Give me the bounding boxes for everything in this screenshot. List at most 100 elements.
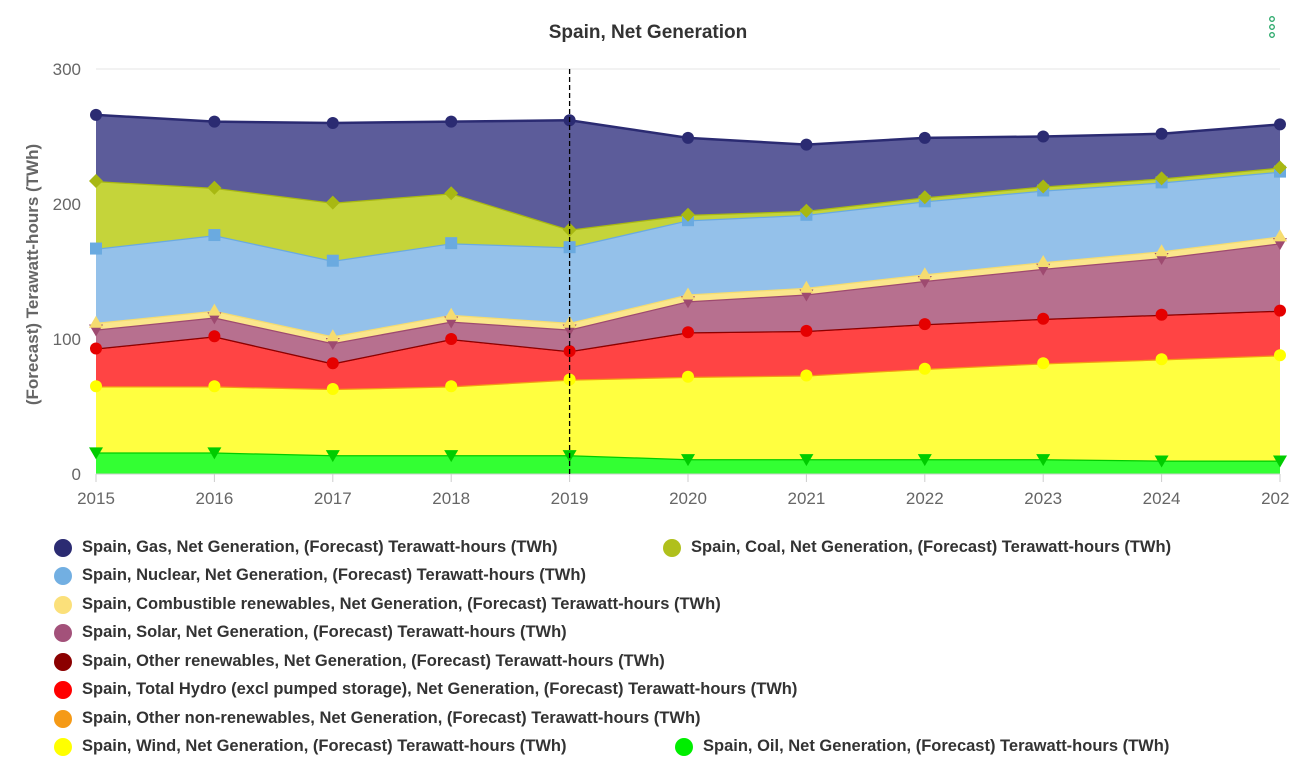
- point-oil: [1154, 455, 1169, 468]
- legend-item-combustible-renewables[interactable]: Spain, Combustible renewables, Net Gener…: [54, 595, 721, 614]
- legend-wind-icon: [54, 737, 72, 756]
- point-coal: [917, 190, 932, 205]
- point-oil: [681, 454, 695, 467]
- point-coal: [1154, 171, 1169, 186]
- point-wind: [1155, 353, 1168, 366]
- point-gas: [1037, 130, 1050, 143]
- legend-item-other-non-renewables[interactable]: Spain, Other non-renewables, Net Generat…: [54, 709, 701, 728]
- area-wind: [96, 355, 1280, 461]
- point-combustible-renewables: [444, 307, 459, 320]
- legend-item-gas[interactable]: Spain, Gas, Net Generation, (Forecast) T…: [54, 538, 558, 557]
- legend-label: Spain, Solar, Net Generation, (Forecast)…: [82, 623, 567, 641]
- legend-gas-icon: [54, 538, 72, 557]
- legend-label: Spain, Combustible renewables, Net Gener…: [82, 595, 721, 613]
- legend-label: Spain, Coal, Net Generation, (Forecast) …: [691, 538, 1172, 556]
- area-total-hydro-excl-pumped-storage: [96, 310, 1280, 389]
- legend-total-hydro-icon: [54, 680, 72, 699]
- legend-item-oil[interactable]: Spain, Oil, Net Generation, (Forecast) T…: [675, 737, 1169, 756]
- point-gas: [1274, 118, 1286, 131]
- x-tick-label: 2020: [669, 489, 707, 508]
- point-combustible-renewables: [207, 303, 222, 316]
- area-coal: [96, 167, 1280, 261]
- point-wind: [445, 380, 458, 393]
- legend-other-non-renewables-icon: [54, 709, 72, 728]
- point-total-hydro-excl-pumped-storage: [1037, 312, 1050, 325]
- point-wind: [90, 380, 102, 393]
- point-coal: [207, 180, 222, 195]
- point-total-hydro-excl-pumped-storage: [918, 318, 931, 331]
- legend-item-total-hydro[interactable]: Spain, Total Hydro (excl pumped storage)…: [54, 680, 797, 699]
- x-tick-label: 2024: [1143, 489, 1181, 508]
- legend-item-coal[interactable]: Spain, Coal, Net Generation, (Forecast) …: [663, 538, 1171, 557]
- area-nuclear: [96, 171, 1280, 337]
- point-total-hydro-excl-pumped-storage: [800, 324, 813, 337]
- point-oil: [89, 447, 103, 460]
- point-combustible-renewables: [1273, 229, 1287, 242]
- point-total-hydro-excl-pumped-storage: [326, 357, 339, 370]
- legend-label: Spain, Wind, Net Generation, (Forecast) …: [82, 737, 567, 755]
- legend-item-solar[interactable]: Spain, Solar, Net Generation, (Forecast)…: [54, 623, 567, 642]
- legend-label: Spain, Other non-renewables, Net Generat…: [82, 709, 701, 727]
- legend-label: Spain, Gas, Net Generation, (Forecast) T…: [82, 538, 558, 556]
- chart-plot-area: 0 100 200 300 (Forecast) Terawatt-hours (TWh…: [23, 60, 1290, 508]
- legend-label: Spain, Nuclear, Net Generation, (Forecas…: [82, 566, 586, 584]
- point-gas: [208, 115, 221, 128]
- point-oil: [1036, 454, 1051, 467]
- point-wind: [918, 362, 931, 375]
- point-wind: [1274, 349, 1286, 362]
- x-tick-label: 2018: [432, 489, 470, 508]
- point-wind: [563, 373, 576, 386]
- point-gas: [918, 131, 931, 144]
- point-oil: [799, 454, 814, 467]
- y-tick-label: 0: [72, 465, 81, 484]
- point-wind: [800, 369, 813, 382]
- point-gas: [326, 117, 339, 129]
- legend-coal-icon: [663, 538, 681, 557]
- x-tick-label: 2022: [906, 489, 944, 508]
- point-combustible-renewables: [89, 315, 103, 328]
- point-oil: [917, 454, 932, 467]
- point-coal: [325, 195, 340, 210]
- point-nuclear: [445, 237, 458, 250]
- point-nuclear: [90, 242, 102, 255]
- point-total-hydro-excl-pumped-storage: [1155, 308, 1168, 321]
- legend-oil-icon: [675, 737, 693, 756]
- point-combustible-renewables: [799, 280, 814, 293]
- point-combustible-renewables: [325, 329, 340, 342]
- point-gas: [1155, 127, 1168, 140]
- x-tick-label: 2025: [1261, 489, 1290, 508]
- point-combustible-renewables: [917, 267, 932, 280]
- y-tick-label: 100: [53, 330, 81, 349]
- point-gas: [90, 108, 102, 121]
- legend-label: Spain, Oil, Net Generation, (Forecast) T…: [703, 737, 1170, 755]
- point-total-hydro-excl-pumped-storage: [90, 342, 102, 355]
- point-wind: [326, 382, 339, 395]
- point-coal: [1273, 160, 1287, 175]
- point-wind: [1037, 357, 1050, 370]
- legend-solar-icon: [54, 623, 72, 642]
- legend-item-nuclear[interactable]: Spain, Nuclear, Net Generation, (Forecas…: [54, 566, 586, 585]
- legend-item-wind[interactable]: Spain, Wind, Net Generation, (Forecast) …: [54, 737, 567, 756]
- point-gas: [445, 115, 458, 128]
- point-coal: [1036, 179, 1051, 194]
- point-oil: [325, 450, 340, 463]
- point-wind: [208, 380, 221, 393]
- y-tick-label: 200: [53, 195, 81, 214]
- area-gas: [96, 114, 1280, 230]
- x-tick-label: 2019: [551, 489, 589, 508]
- point-coal: [681, 207, 695, 222]
- point-combustible-renewables: [1154, 244, 1169, 257]
- point-gas: [800, 138, 813, 151]
- point-nuclear: [208, 229, 221, 242]
- point-oil: [1273, 455, 1287, 468]
- y-axis-title: (Forecast) Terawatt-hours (TWh): [23, 144, 42, 405]
- legend-label: Spain, Total Hydro (excl pumped storage)…: [82, 680, 798, 698]
- legend-item-other-renewables[interactable]: Spain, Other renewables, Net Generation,…: [54, 652, 665, 671]
- point-wind: [682, 370, 694, 383]
- y-tick-label: 300: [53, 60, 81, 79]
- x-tick-label: 2017: [314, 489, 352, 508]
- point-total-hydro-excl-pumped-storage: [682, 326, 694, 339]
- point-coal: [444, 186, 459, 201]
- context-menu-icon[interactable]: [1265, 14, 1279, 40]
